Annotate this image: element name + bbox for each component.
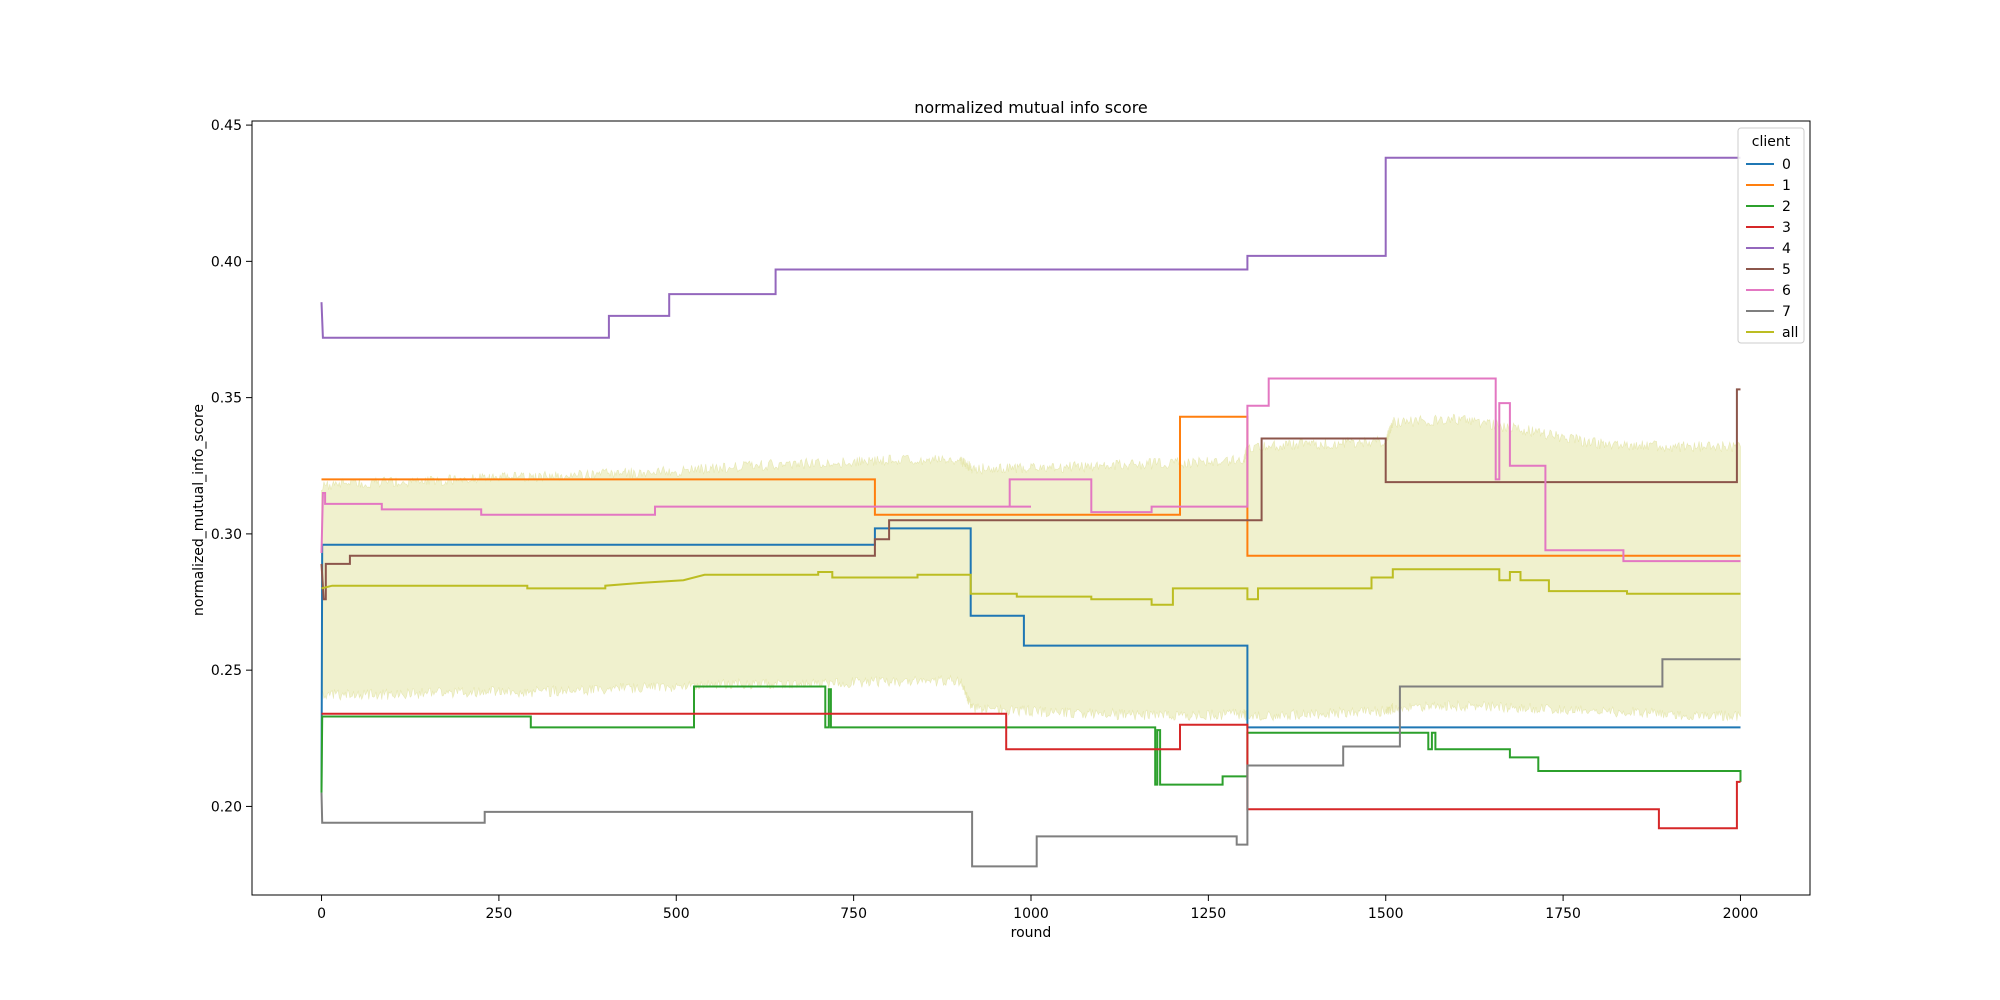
legend-label-0: 0 <box>1782 157 1791 173</box>
legend-label-2: 2 <box>1782 199 1791 215</box>
y-tick-label: 0.20 <box>211 799 242 815</box>
series-line-5 <box>320 388 1741 601</box>
y-tick-label: 0.30 <box>211 527 242 543</box>
x-tick-label: 0 <box>317 906 326 922</box>
legend-label-all: all <box>1782 325 1798 341</box>
legend-label-1: 1 <box>1782 178 1791 194</box>
series-line-6 <box>320 377 1741 563</box>
x-tick-label: 1750 <box>1545 906 1581 922</box>
legend-label-7: 7 <box>1782 304 1791 320</box>
series-line-3 <box>321 712 1741 830</box>
x-tick-label: 1500 <box>1368 906 1404 922</box>
series-line-2 <box>320 685 1742 793</box>
confidence-band-layer <box>321 413 1741 722</box>
y-tick-label: 0.35 <box>211 391 242 407</box>
legend-label-6: 6 <box>1782 283 1791 299</box>
x-tick-label: 1250 <box>1191 906 1227 922</box>
y-tick-label: 0.45 <box>211 118 242 134</box>
legend-label-5: 5 <box>1782 262 1791 278</box>
legend-title: client <box>1752 134 1791 150</box>
y-tick-label: 0.25 <box>211 663 242 679</box>
series-layer <box>320 156 1742 868</box>
series-line-7 <box>320 658 1741 868</box>
x-axis-label: round <box>1011 925 1052 941</box>
series-line-4 <box>320 156 1741 339</box>
series-line-1 <box>321 415 1741 557</box>
confidence-band-all <box>321 413 1741 722</box>
series-line-all <box>321 568 1741 606</box>
x-tick-label: 250 <box>486 906 513 922</box>
chart-title: normalized mutual info score <box>914 98 1148 117</box>
y-axis-label: normalized_mutual_info_score <box>191 404 207 616</box>
legend-label-3: 3 <box>1782 220 1791 236</box>
axes-layer: 0 250 500 750 1000 1250 1500 1750 20000.200.250.… <box>211 118 1811 922</box>
x-tick-label: 2000 <box>1723 906 1759 922</box>
y-tick-label: 0.40 <box>211 254 242 270</box>
x-tick-label: 750 <box>840 906 867 922</box>
legend: client 0 1 2 3 4 5 6 7 all <box>1737 127 1805 344</box>
x-tick-label: 500 <box>663 906 690 922</box>
legend-label-4: 4 <box>1782 241 1791 257</box>
series-line-0 <box>320 527 1741 793</box>
x-tick-label: 1000 <box>1013 906 1049 922</box>
